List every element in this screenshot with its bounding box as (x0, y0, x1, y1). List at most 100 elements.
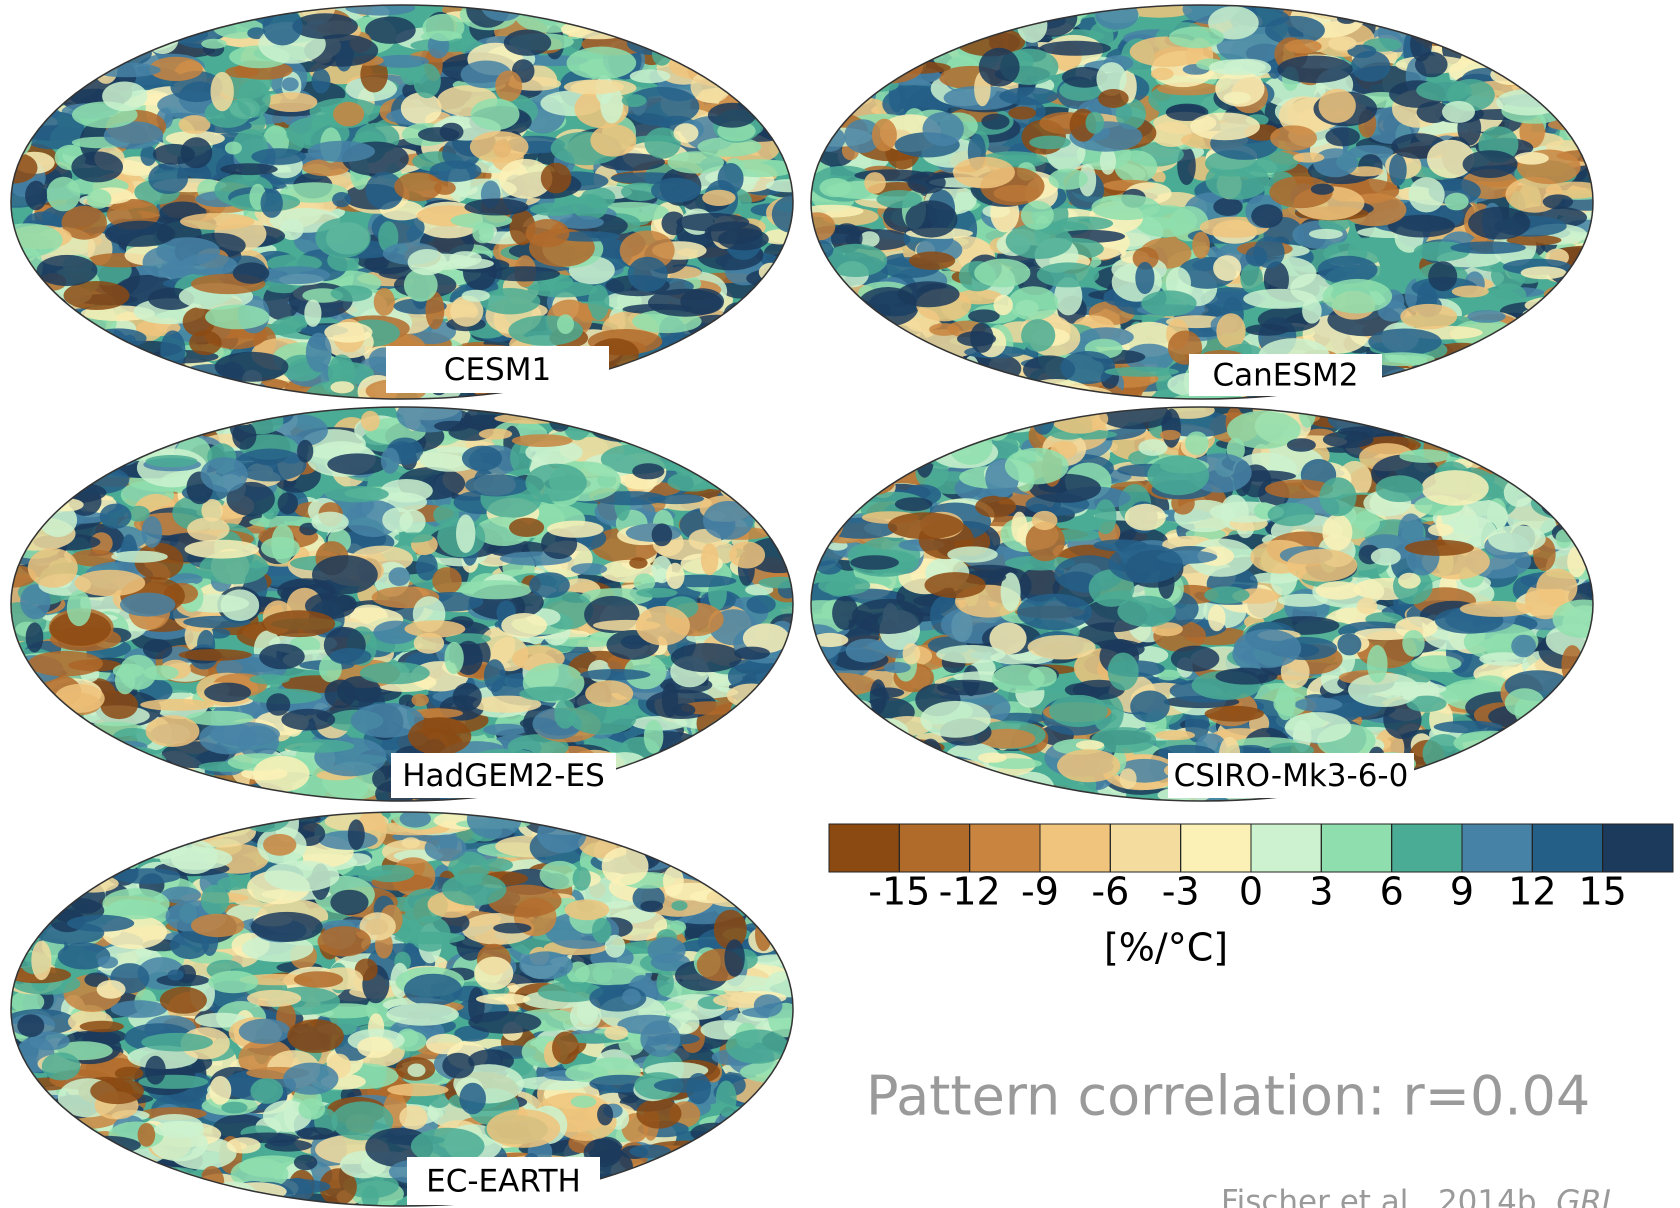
pattern-blob (306, 333, 332, 372)
pattern-blob (283, 739, 354, 753)
pattern-blob (146, 372, 179, 407)
pattern-blob (747, 409, 769, 441)
pattern-blob (794, 298, 849, 313)
pattern-blob (45, 51, 101, 78)
pattern-blob (265, 92, 317, 112)
pattern-blob (700, 9, 742, 36)
pattern-blob (630, 369, 666, 387)
pattern-blob (471, 98, 520, 130)
pattern-blob (1577, 115, 1594, 138)
pattern-blob (1497, 746, 1552, 769)
pattern-blob (20, 373, 43, 388)
pattern-blob (1366, 0, 1418, 22)
pattern-blob (91, 28, 113, 56)
pattern-blob (1270, 125, 1317, 150)
pattern-blob (774, 284, 807, 313)
pattern-blob (184, 384, 231, 404)
pattern-blob (327, 453, 387, 475)
pattern-blob (812, 715, 882, 748)
pattern-blob (143, 639, 172, 659)
pattern-blob (562, 402, 592, 440)
pattern-blob (1551, 73, 1604, 107)
pattern-blob (1397, 399, 1465, 424)
pattern-blob (28, 386, 77, 408)
pattern-blob (789, 61, 859, 87)
pattern-blob (36, 43, 53, 57)
pattern-blob (709, 756, 765, 794)
pattern-blob (813, 471, 863, 498)
pattern-blob (813, 20, 861, 46)
pattern-blob (201, 39, 227, 49)
pattern-blob (869, 383, 889, 401)
pattern-blob (755, 103, 776, 119)
pattern-blob (24, 404, 78, 429)
pattern-blob (8, 783, 46, 803)
pattern-blob (1528, 15, 1595, 29)
pattern-blob (1558, 326, 1593, 342)
pattern-blob (803, 52, 844, 82)
pattern-blob (880, 40, 900, 76)
pattern-blob (886, 45, 926, 63)
pattern-blob (1518, 717, 1557, 731)
pattern-blob (519, 687, 575, 702)
pattern-blob (839, 22, 902, 56)
pattern-blob (692, 352, 728, 391)
pattern-blob (0, 67, 63, 82)
pattern-blob (723, 441, 772, 473)
pattern-blob (107, 9, 173, 43)
pattern-blob (851, 50, 889, 71)
pattern-blob (141, 367, 159, 398)
pattern-blob (260, 266, 330, 284)
pattern-blob (453, 683, 482, 711)
pattern-blob (1557, 17, 1583, 28)
pattern-blob (1240, 264, 1263, 294)
pattern-blob (668, 359, 703, 373)
maps: CESM1CanESM2HadGEM2-ESCSIRO-Mk3-6-0EC-EA… (0, 0, 1630, 1208)
pattern-blob (127, 784, 185, 805)
pattern-blob (464, 199, 528, 216)
pattern-blob (0, 694, 62, 717)
pattern-blob (1245, 324, 1289, 336)
pattern-blob (87, 189, 112, 209)
pattern-blob (1482, 404, 1505, 424)
pattern-blob (831, 47, 857, 77)
pattern-blob (113, 413, 186, 444)
pattern-blob (75, 732, 93, 753)
pattern-blob (261, 189, 283, 218)
pattern-blob (86, 420, 106, 453)
pattern-blob (180, 213, 254, 230)
pattern-blob (723, 736, 789, 747)
pattern-blob (281, 709, 335, 731)
pattern-blob (1056, 216, 1114, 230)
pattern-blob (1544, 769, 1588, 787)
pattern-blob (504, 30, 551, 56)
pattern-blob (789, 747, 843, 767)
pattern-blob (1451, 384, 1468, 408)
pattern-blob (1141, 290, 1196, 316)
pattern-blob (1541, 756, 1601, 777)
pattern-blob (423, 14, 465, 41)
pattern-blob (129, 411, 176, 431)
pattern-blob (879, 429, 897, 460)
pattern-blob (1008, 107, 1036, 120)
pattern-blob (983, 776, 1023, 792)
pattern-blob (1567, 347, 1619, 359)
pattern-blob (1505, 739, 1563, 753)
pattern-blob (859, 8, 907, 43)
pattern-blob (824, 403, 846, 422)
pattern-blob (826, 327, 895, 343)
pattern-blob (1421, 4, 1454, 35)
pattern-blob (1520, 26, 1544, 49)
pattern-blob (179, 649, 252, 661)
pattern-blob (727, 684, 776, 708)
pattern-blob (803, 107, 828, 142)
pattern-blob (1, 336, 31, 347)
pattern-blob (1550, 471, 1620, 504)
pattern-blob (221, 589, 260, 621)
pattern-blob (26, 377, 54, 391)
pattern-blob (282, 77, 299, 91)
pattern-blob (80, 760, 145, 780)
pattern-blob (0, 63, 56, 92)
pattern-blob (3, 693, 53, 726)
pattern-blob (908, 758, 967, 780)
